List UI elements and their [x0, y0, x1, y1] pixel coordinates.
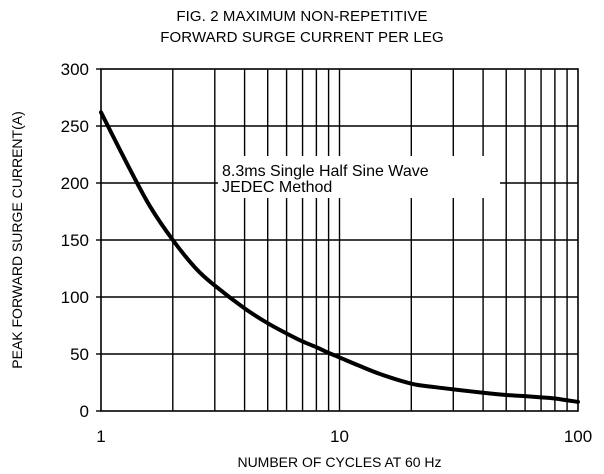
x-axis-label: NUMBER OF CYCLES AT 60 Hz [237, 454, 441, 470]
x-tick-label: 10 [330, 427, 349, 446]
annotation-background [218, 156, 500, 198]
y-tick-label: 100 [61, 288, 89, 307]
series-line [99, 110, 580, 404]
chart-title-line-1: FIG. 2 MAXIMUM NON-REPETITIVE [176, 8, 428, 25]
y-tick-label: 250 [61, 117, 89, 136]
chart-title-line-2: FORWARD SURGE CURRENT PER LEG [160, 29, 444, 46]
y-tick-label: 300 [61, 60, 89, 79]
y-tick-label: 50 [70, 345, 89, 364]
y-tick-label: 150 [61, 231, 89, 250]
y-tick-label: 200 [61, 174, 89, 193]
x-tick-label: 100 [564, 427, 592, 446]
annotation-line-2: JEDEC Method [222, 179, 332, 196]
y-axis-label: PEAK FORWARD SURGE CURRENT(A) [9, 111, 25, 368]
annotation-line-1: 8.3ms Single Half Sine Wave [222, 163, 429, 180]
x-tick-label: 1 [96, 427, 105, 446]
y-tick-label: 0 [80, 402, 89, 421]
